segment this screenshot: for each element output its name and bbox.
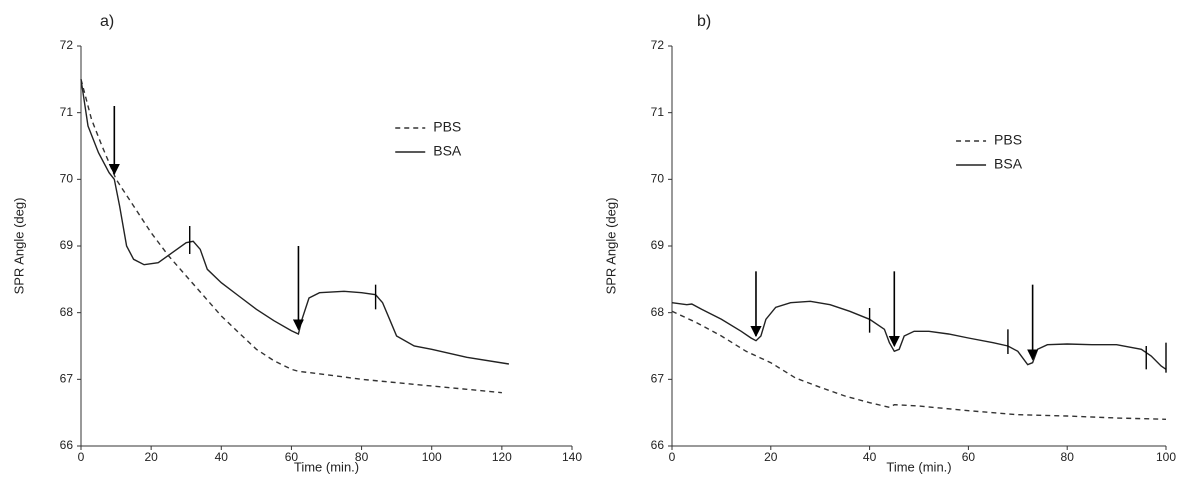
x-tick-label: 40 [215, 450, 229, 464]
y-tick-label: 70 [60, 172, 74, 186]
legend-label: BSA [994, 156, 1023, 172]
x-axis-title: Time (min.) [294, 459, 359, 474]
x-tick-label: 100 [1156, 450, 1176, 464]
x-tick-label: 0 [78, 450, 85, 464]
y-tick-label: 71 [60, 105, 74, 119]
line-series [80, 79, 510, 365]
legend-label: PBS [433, 119, 461, 135]
x-tick-label: 40 [863, 450, 877, 464]
y-tick-label: 66 [60, 438, 74, 452]
y-tick-label: 67 [651, 372, 665, 386]
x-tick-label: 100 [422, 450, 442, 464]
y-tick-label: 67 [60, 372, 74, 386]
y-tick-label: 66 [651, 438, 665, 452]
y-tick-label: 70 [651, 172, 665, 186]
panel-label: a) [100, 13, 114, 30]
line-series [671, 310, 1167, 420]
y-axis-title: SPR Angle (deg) [11, 198, 26, 295]
y-tick-label: 69 [60, 238, 74, 252]
y-tick-label: 72 [60, 38, 74, 52]
legend-label: BSA [433, 143, 462, 159]
x-tick-label: 20 [144, 450, 158, 464]
y-tick-label: 68 [651, 305, 665, 319]
x-tick-label: 60 [962, 450, 976, 464]
x-tick-label: 0 [669, 450, 676, 464]
panel-label: b) [697, 13, 711, 30]
x-axis-title: Time (min.) [886, 459, 951, 474]
y-tick-label: 71 [651, 105, 665, 119]
legend-label: PBS [994, 132, 1022, 148]
x-tick-label: 80 [1061, 450, 1075, 464]
x-tick-label: 140 [562, 450, 582, 464]
y-axis-title: SPR Angle (deg) [603, 198, 618, 295]
y-tick-label: 69 [651, 238, 665, 252]
y-tick-label: 72 [651, 38, 665, 52]
line-series [671, 300, 1167, 370]
line-series [80, 79, 502, 394]
y-tick-label: 68 [60, 305, 74, 319]
x-tick-label: 60 [285, 450, 299, 464]
x-tick-label: 80 [355, 450, 369, 464]
x-tick-label: 20 [764, 450, 778, 464]
x-tick-label: 120 [492, 450, 512, 464]
